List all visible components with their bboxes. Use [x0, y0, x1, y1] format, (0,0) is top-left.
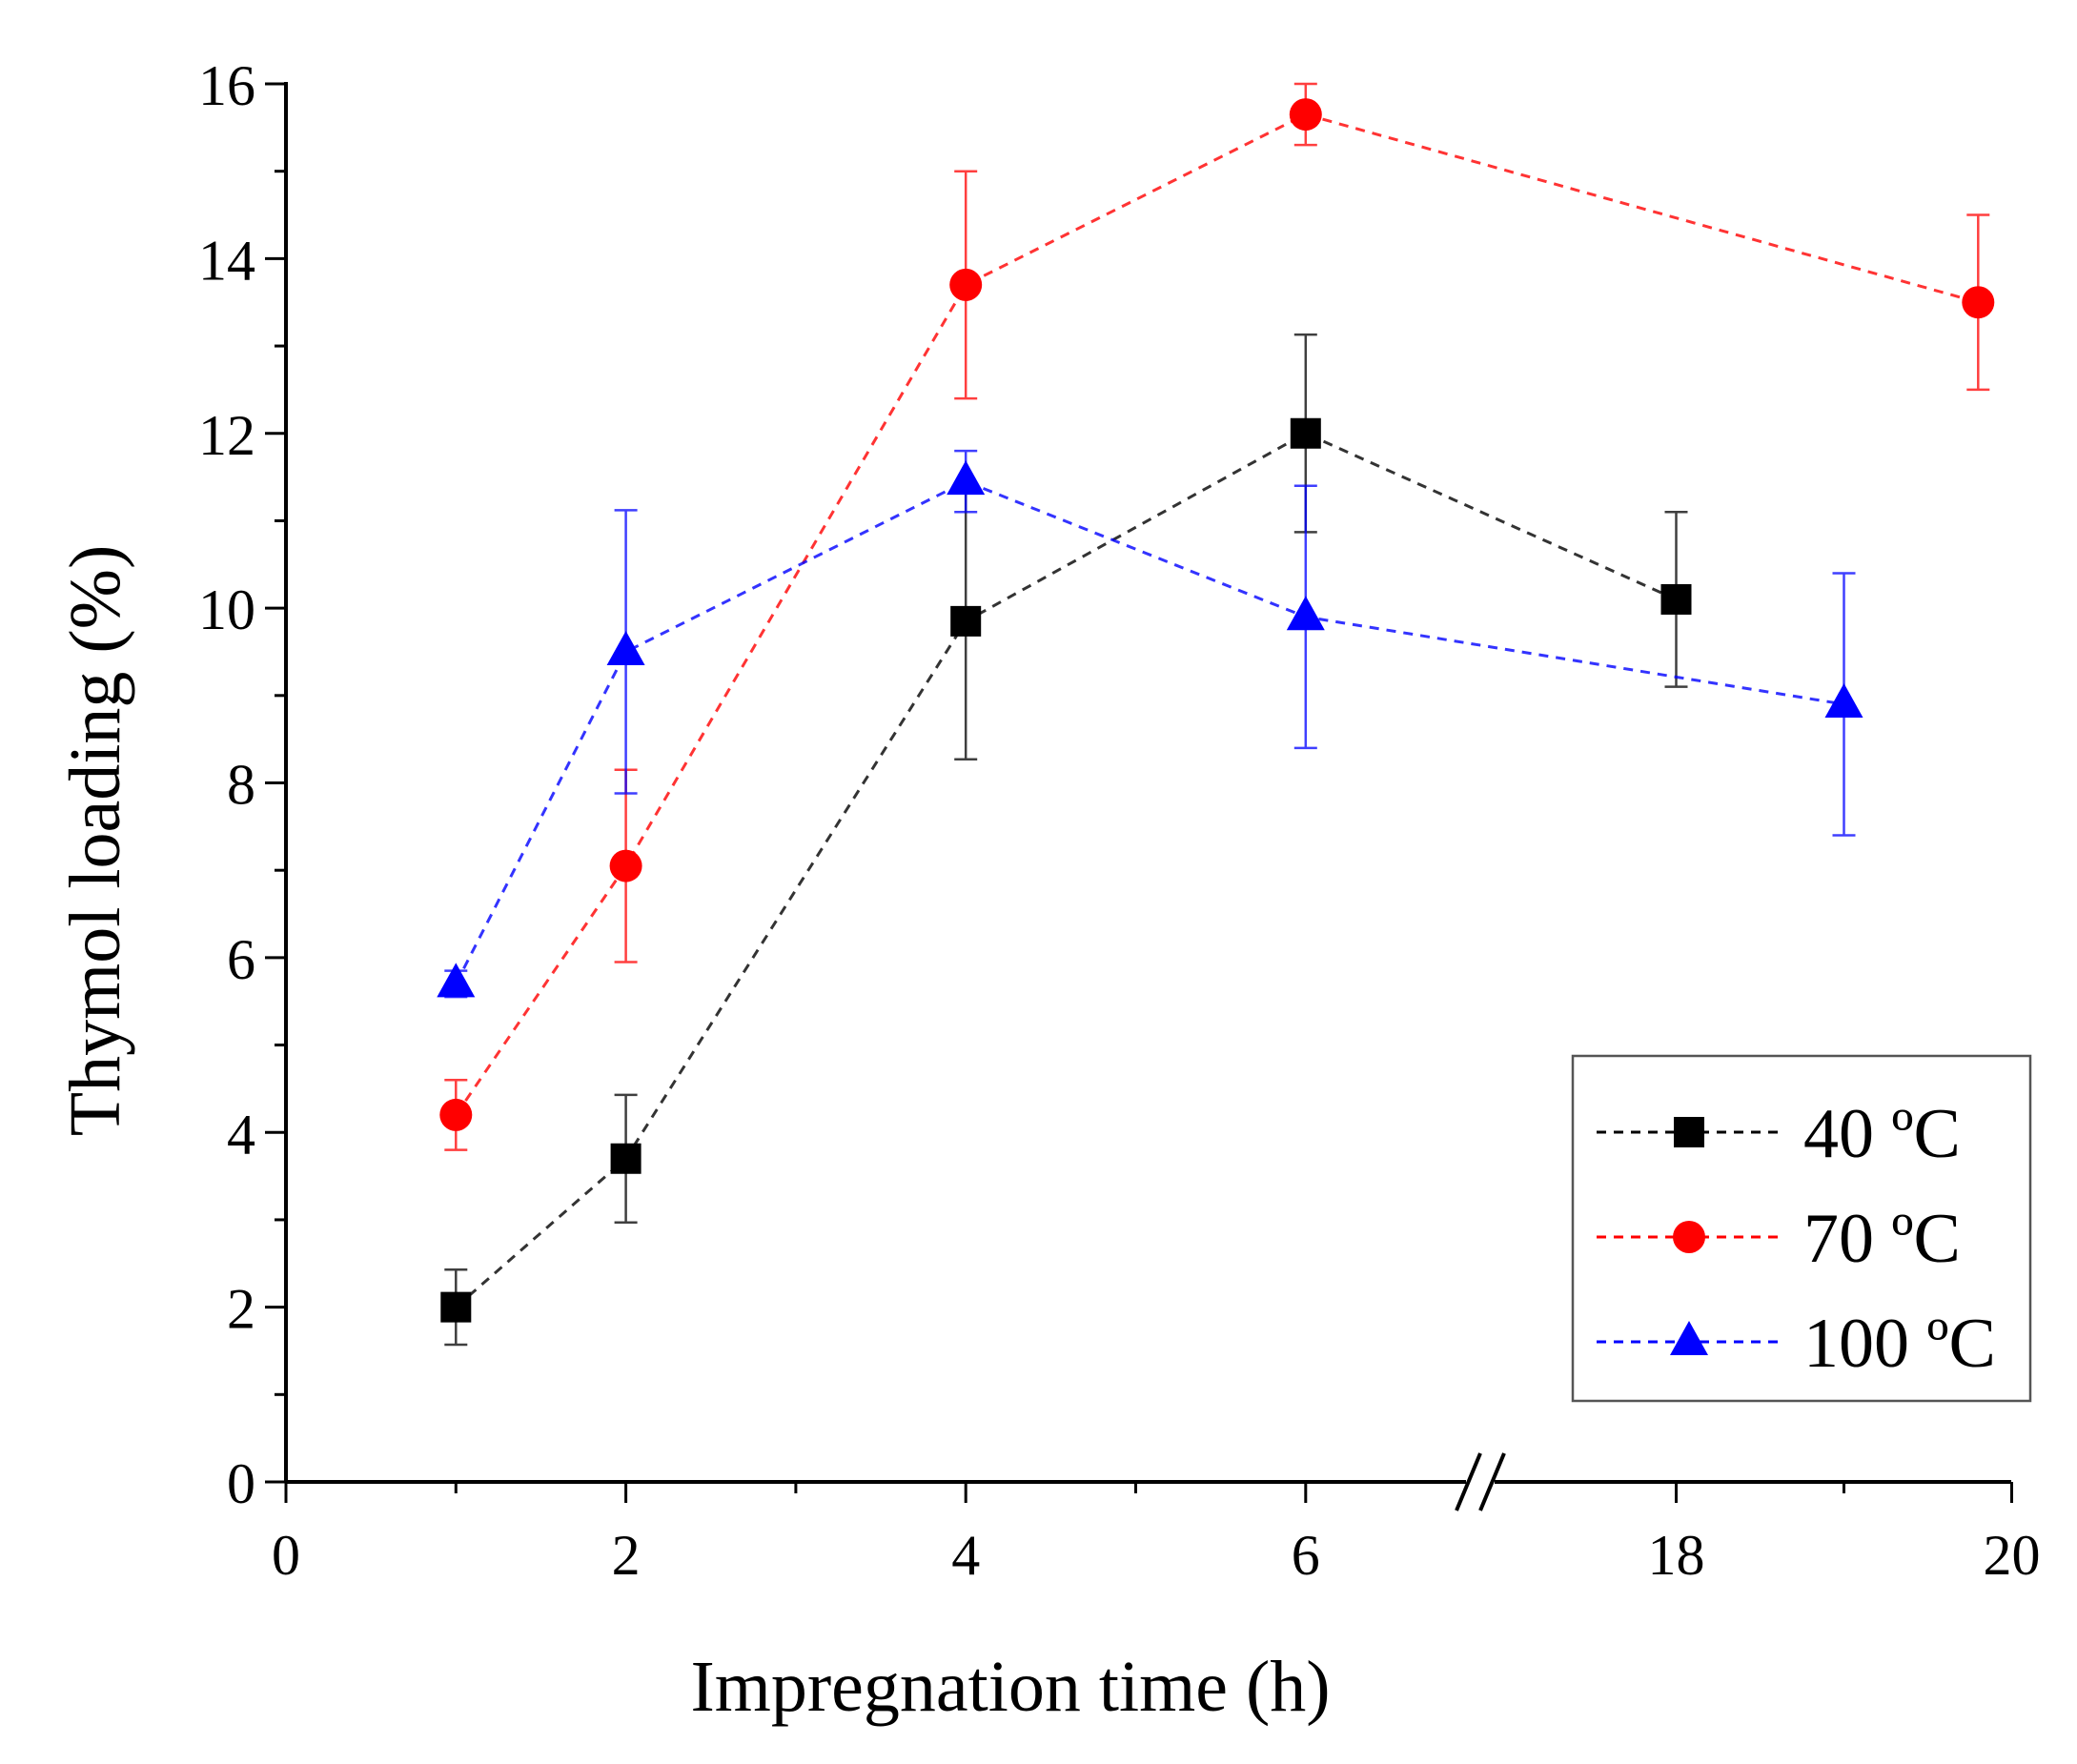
data-point [950, 605, 982, 637]
x-tick-label: 6 [1292, 1524, 1320, 1587]
data-point [1962, 286, 1995, 319]
series-line [455, 112, 1979, 1116]
legend-marker [1673, 1221, 1705, 1253]
legend: 40 ºC 70 ºC 100 ºC [1571, 1054, 2032, 1403]
data-point [609, 849, 642, 882]
series-0 [440, 333, 1692, 1347]
data-point [439, 1098, 473, 1131]
data-point [440, 1291, 472, 1323]
x-tick-label: 18 [1648, 1524, 1705, 1587]
y-tick-label: 10 [198, 578, 255, 641]
legend-entry: 100 ºC [1597, 1305, 1996, 1383]
legend-marker [1670, 1321, 1708, 1355]
data-point [949, 268, 983, 301]
data-point [610, 1143, 641, 1174]
x-tick-label: 4 [951, 1524, 980, 1587]
legend-label: 70 ºC [1803, 1200, 1961, 1278]
x-tick-label: 0 [272, 1524, 300, 1587]
data-point [947, 460, 986, 496]
data-point [1824, 682, 1863, 718]
y-tick-label: 4 [227, 1103, 255, 1166]
y-tick-label: 12 [198, 404, 255, 467]
series-layer [437, 82, 1995, 1347]
legend-box [1571, 1054, 2032, 1403]
axis-break-mark [1478, 1452, 1506, 1511]
y-tick-label: 2 [227, 1278, 255, 1341]
data-point [1289, 98, 1322, 132]
series-line [454, 479, 1844, 985]
series-2 [437, 449, 1863, 999]
legend-marker [1674, 1117, 1704, 1147]
data-point [606, 630, 645, 665]
y-axis-label: Thymol loading (%) [55, 545, 135, 1137]
data-point [1286, 596, 1325, 631]
axis-break-mark [1455, 1452, 1482, 1511]
y-tick-label: 6 [227, 928, 255, 991]
data-point [1660, 583, 1692, 615]
legend-entry: 70 ºC [1597, 1200, 1961, 1278]
y-tick-label: 16 [198, 54, 255, 117]
x-tick-label: 2 [612, 1524, 641, 1587]
axes-layer: 0 2 4 6 8 10 12 14 16 0 2 4 6 18 20 [198, 54, 2041, 1587]
y-tick-label: 0 [227, 1452, 255, 1515]
legend-label: 100 ºC [1803, 1305, 1996, 1383]
legend-label: 40 ºC [1803, 1095, 1961, 1173]
x-tick-label: 20 [1984, 1524, 2041, 1587]
legend-entry: 40 ºC [1597, 1095, 1961, 1173]
series-1 [439, 82, 1995, 1151]
data-point [437, 963, 476, 998]
x-axis-label: Impregnation time (h) [690, 1647, 1330, 1727]
data-point [1290, 417, 1321, 449]
y-tick-label: 14 [198, 229, 255, 292]
y-tick-label: 8 [227, 754, 255, 817]
